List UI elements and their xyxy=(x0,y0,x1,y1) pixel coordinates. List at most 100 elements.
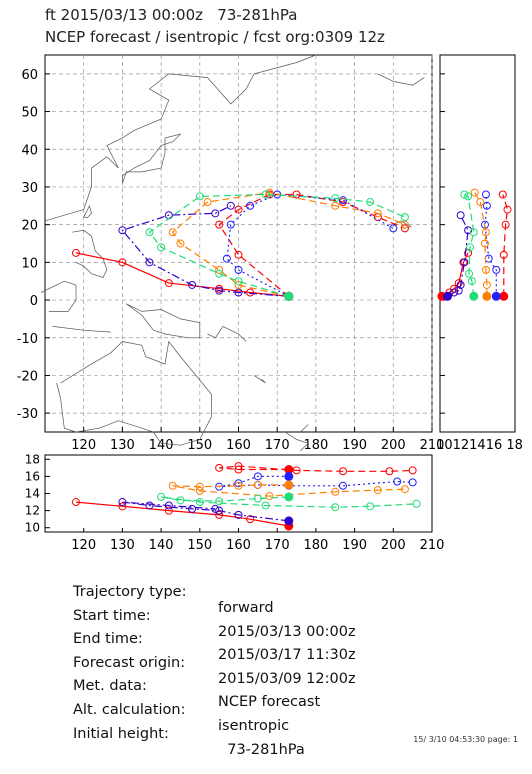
bottom-trajectory-point xyxy=(338,481,347,490)
right-trajectory-point xyxy=(476,198,485,207)
main-start-marker xyxy=(284,291,294,301)
right-trajectory-point xyxy=(464,248,473,257)
right-trajectory-point xyxy=(454,286,463,295)
x-tick-label: 170 xyxy=(265,438,290,453)
right-trajectory-point xyxy=(470,188,479,197)
bottom-trajectory-point xyxy=(215,510,224,519)
info-value: 2015/03/17 11:30z xyxy=(218,647,356,664)
main-trajectory-point xyxy=(168,228,177,237)
x-tick-label: 190 xyxy=(342,438,367,453)
bottom-y-tick-label: 18 xyxy=(25,452,40,466)
right-trajectory-point xyxy=(464,226,473,235)
right-trajectory-point xyxy=(503,205,512,214)
bottom-trajectory-point xyxy=(253,472,262,481)
bottom-trajectory-point xyxy=(412,499,421,508)
info-row-end-time: End time: 2015/03/17 11:30z xyxy=(73,615,356,663)
right-trajectory-point xyxy=(484,254,493,263)
info-label: Start time: xyxy=(73,607,151,624)
main-trajectory-point xyxy=(265,188,274,197)
bottom-x-tick-label: 150 xyxy=(187,538,212,553)
main-trajectory-point xyxy=(188,280,197,289)
right-trajectory-line xyxy=(447,214,469,297)
info-value: 2015/03/13 00:00z xyxy=(218,623,356,640)
bottom-trajectory-point xyxy=(331,503,340,512)
right-trajectory-point xyxy=(482,201,491,210)
main-trajectory-point xyxy=(222,254,231,263)
bottom-y-tick-label: 16 xyxy=(25,469,40,483)
bottom-trajectory-point xyxy=(164,506,173,515)
main-trajectory-point xyxy=(118,258,127,267)
bottom-trajectory-point xyxy=(215,497,224,506)
main-trajectory-line xyxy=(226,193,394,297)
main-trajectory-point xyxy=(292,190,301,199)
bottom-trajectory-point xyxy=(215,506,224,515)
bottom-trajectory-point xyxy=(408,466,417,475)
bottom-x-tick-label: 120 xyxy=(71,538,96,553)
main-trajectory-point xyxy=(400,213,409,222)
bottom-trajectory-point xyxy=(265,492,274,501)
bottom-trajectory-point xyxy=(400,485,409,494)
main-trajectory-point xyxy=(246,288,255,297)
x-tick-label: 130 xyxy=(110,438,135,453)
x-tick-label: 160 xyxy=(226,438,251,453)
main-trajectory-point xyxy=(234,205,243,214)
main-trajectory-point xyxy=(400,220,409,229)
main-trajectory-point xyxy=(373,209,382,218)
bottom-trajectory-point xyxy=(292,466,301,475)
main-trajectory-point xyxy=(195,192,204,201)
bottom-y-tick-label: 10 xyxy=(25,521,40,535)
y-tick-label: 60 xyxy=(21,68,38,83)
x-tick-label: 210 xyxy=(420,438,445,453)
bottom-trajectory-line xyxy=(219,465,413,472)
right-trajectory-point xyxy=(454,279,463,288)
y-tick-label: 10 xyxy=(21,256,38,271)
coastline xyxy=(122,133,182,184)
bottom-x-tick-label: 170 xyxy=(265,538,290,553)
bottom-x-tick-label: 200 xyxy=(381,538,406,553)
bottom-trajectory-point xyxy=(234,481,243,490)
info-value: 73-281hPa xyxy=(218,741,305,758)
right-trajectory-line xyxy=(464,193,475,297)
right-trajectory-point xyxy=(467,277,476,286)
main-trajectory-point xyxy=(71,248,80,257)
main-trajectory-point xyxy=(145,228,154,237)
main-trajectory-line xyxy=(171,191,406,297)
main-trajectory-point xyxy=(331,194,340,203)
main-trajectory-point xyxy=(164,279,173,288)
main-trajectory-point xyxy=(215,286,224,295)
main-trajectory-point xyxy=(176,239,185,248)
bottom-y-tick-label: 12 xyxy=(25,504,40,518)
info-row-start-time: Start time: 2015/03/13 00:00z xyxy=(73,592,356,640)
bottom-trajectory-point xyxy=(246,515,255,524)
right-trajectory-line xyxy=(502,194,509,297)
bottom-trajectory-line xyxy=(172,484,405,497)
main-trajectory-point xyxy=(226,220,235,229)
right-trajectory-line xyxy=(474,192,488,297)
bottom-trajectory-point xyxy=(157,492,166,501)
main-trajectory-point xyxy=(331,201,340,210)
x-tick-label: 140 xyxy=(149,438,174,453)
bottom-x-tick-label: 130 xyxy=(110,538,135,553)
right-start-marker xyxy=(499,291,509,301)
main-trajectory-point xyxy=(234,277,243,286)
main-trajectory-point xyxy=(389,224,398,233)
main-trajectory-point xyxy=(366,198,375,207)
info-table: Trajectory type: forward Start time: 201… xyxy=(73,568,356,758)
info-label: Met. data: xyxy=(73,678,147,695)
bottom-x-tick-label: 210 xyxy=(420,538,445,553)
right-start-marker xyxy=(443,291,452,301)
right-start-marker xyxy=(491,291,501,301)
bottom-trajectory-point xyxy=(188,504,197,513)
bottom-trajectory-point xyxy=(211,504,220,513)
main-trajectory-point xyxy=(211,209,220,218)
coastline xyxy=(284,431,309,452)
y-tick-label: -30 xyxy=(17,407,38,422)
y-tick-label: 40 xyxy=(21,143,38,158)
bottom-start-marker xyxy=(284,516,294,526)
bottom-x-tick-label: 140 xyxy=(149,538,174,553)
bottom-x-tick-label: 180 xyxy=(303,538,328,553)
y-tick-label: 0 xyxy=(30,294,38,309)
coastline xyxy=(44,54,317,222)
right-trajectory-point xyxy=(469,228,478,237)
coastline xyxy=(52,326,111,333)
